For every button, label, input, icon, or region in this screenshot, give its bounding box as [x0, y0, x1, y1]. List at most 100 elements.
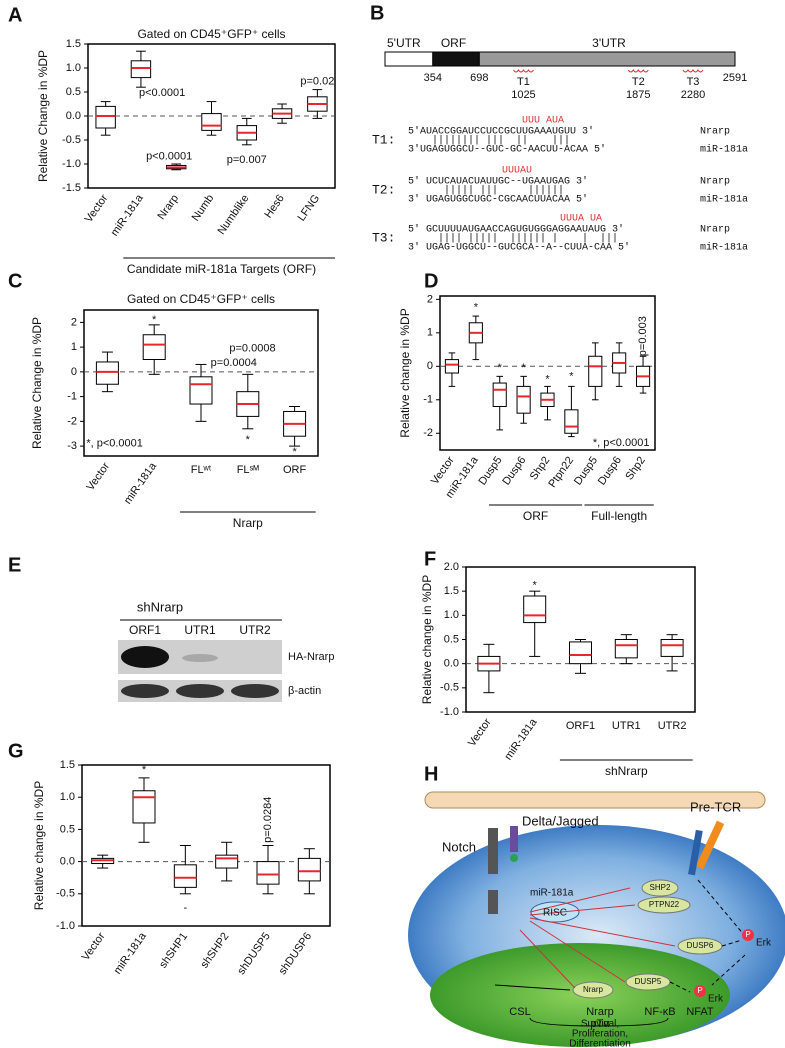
- x-tick-label: UTR2: [658, 720, 687, 732]
- annotation: p=0.0004: [211, 357, 257, 369]
- y-tick-label: -1.0: [56, 920, 75, 932]
- panel-label: C: [8, 270, 22, 292]
- region-label: 5'UTR: [387, 36, 421, 50]
- band: [231, 684, 279, 698]
- mismatch: UUUA UA: [560, 214, 602, 225]
- pairing: |||| ||||| |||||| | | |||: [408, 233, 618, 245]
- row-label: β-actin: [288, 685, 321, 697]
- mirna-name: miR-181a: [700, 144, 748, 156]
- ligand: [510, 826, 518, 852]
- x-tick-label: shDUSP5: [235, 931, 273, 977]
- target-seq: 5'AUACCGGAUCCUCCGCUUGAAAUGUU 3': [408, 126, 594, 138]
- y-tick-label: 2: [427, 293, 433, 305]
- western-blot: [118, 619, 282, 702]
- y-tick-label: -0.5: [440, 682, 459, 694]
- panel-label: A: [8, 4, 22, 26]
- panel-label: H: [424, 763, 438, 785]
- y-tick-label: -1.0: [440, 706, 459, 718]
- nuclear-label: pTα: [590, 1018, 610, 1030]
- gene-region: [384, 51, 434, 67]
- box: [569, 641, 592, 665]
- target-name: Nrarp: [700, 225, 730, 236]
- annotation: *: [569, 370, 574, 382]
- x-tick-label: Vector: [85, 460, 113, 493]
- annotation: *, p<0.0001: [593, 437, 650, 449]
- y-tick-label: -1.5: [62, 182, 81, 194]
- y-tick-label: -2: [423, 427, 433, 439]
- x-tick-label: UTR1: [612, 720, 641, 732]
- annotation: p=0.0284: [262, 797, 274, 843]
- y-axis-label: Relative change in %DP: [32, 781, 46, 910]
- annotation: p<0.0001: [139, 87, 185, 99]
- panel-label: G: [8, 740, 24, 762]
- x-tick-label: Shp2: [623, 455, 648, 483]
- y-tick-label: 0.5: [66, 86, 81, 98]
- position-label: 354: [424, 72, 442, 84]
- shp2: [641, 879, 679, 897]
- x-tick-label: Vector: [466, 716, 494, 749]
- target-name: Nrarp: [700, 177, 730, 188]
- annotation: *, p<0.0001: [86, 438, 143, 450]
- y-tick-label: 1.0: [60, 791, 75, 803]
- outcome-label: Proliferation,: [572, 1029, 628, 1040]
- y-tick-label: 2: [71, 316, 77, 328]
- x-tick-label: Numb: [190, 193, 217, 224]
- box: [132, 790, 156, 824]
- group-label: Nrarp: [233, 516, 263, 530]
- band: [121, 684, 169, 698]
- x-tick-label: ORF1: [566, 720, 595, 732]
- target-seq: 5' GCUUUUAUGAACCAGUGUGGGAGGAAUAUG 3': [408, 224, 624, 236]
- site-name: T3:: [372, 230, 395, 245]
- y-axis-label: Relative Change in %DP: [36, 50, 50, 182]
- site-label: T3: [687, 76, 700, 88]
- position-label: 698: [470, 72, 488, 84]
- phospho: [694, 985, 706, 997]
- y-tick-label: 0: [427, 360, 433, 372]
- box: [492, 382, 507, 407]
- lane-label: UTR1: [184, 623, 216, 637]
- y-tick-label: -1: [423, 394, 433, 406]
- x-tick-label: FLˢᴹ: [237, 464, 260, 476]
- mirna-seq: 3' UGAG-UGGCU--GUCGCA--A--CUUA-CAA 5': [408, 242, 630, 254]
- box: [564, 409, 579, 434]
- chart-title: Gated on CD45⁺GFP⁺ cells: [137, 27, 285, 41]
- annotation: p=0.0008: [229, 342, 275, 354]
- annotation: p<0.0001: [146, 151, 192, 163]
- site-position: 1025: [511, 89, 535, 101]
- ptpn22: [637, 896, 691, 914]
- x-tick-label: miR-181a: [112, 930, 150, 977]
- target-name: Nrarp: [700, 127, 730, 138]
- x-tick-label: Numblike: [215, 193, 251, 237]
- x-axis-label: Candidate miR-181a Targets (ORF): [127, 262, 316, 276]
- annotation: -: [183, 902, 187, 914]
- region-label: 3'UTR: [592, 36, 626, 50]
- notch-receptor: [488, 828, 498, 874]
- panel-label: D: [424, 270, 438, 292]
- x-tick-label: Vector: [83, 192, 111, 225]
- y-tick-label: -3: [67, 440, 77, 452]
- panel-label: F: [424, 548, 436, 570]
- x-tick-label: miR-181a: [109, 192, 147, 239]
- band: [121, 646, 169, 668]
- y-tick-label: -1: [67, 391, 77, 403]
- box: [660, 639, 684, 657]
- mirna-name: miR-181a: [700, 242, 748, 254]
- chart-title: Gated on CD45⁺GFP⁺ cells: [127, 292, 275, 306]
- mirna-seq: 3'UGAGUGGCU--GUC-GC-AACUU-ACAA 5': [408, 144, 606, 156]
- y-tick-label: 1.5: [60, 759, 75, 771]
- panel-label: B: [370, 2, 384, 24]
- site-label: T2: [632, 76, 645, 88]
- group-label: shNrarp: [605, 764, 648, 778]
- site-name: T2:: [372, 182, 395, 197]
- lane-label: ORF1: [129, 623, 161, 637]
- x-tick-label: Dusp5: [476, 455, 504, 488]
- arrow: [669, 879, 746, 993]
- nuclear-label: NFAT: [686, 1006, 714, 1018]
- panel-label: E: [8, 554, 21, 576]
- site-marker: [682, 69, 704, 73]
- nuclear-label: Nrarp: [586, 1006, 614, 1018]
- y-tick-label: 1.5: [66, 38, 81, 50]
- mirna-seq: 3' UGAGUGGCUGC-CGCAACUUACAA 5': [408, 194, 588, 206]
- x-tick-label: Dusp5: [572, 455, 600, 488]
